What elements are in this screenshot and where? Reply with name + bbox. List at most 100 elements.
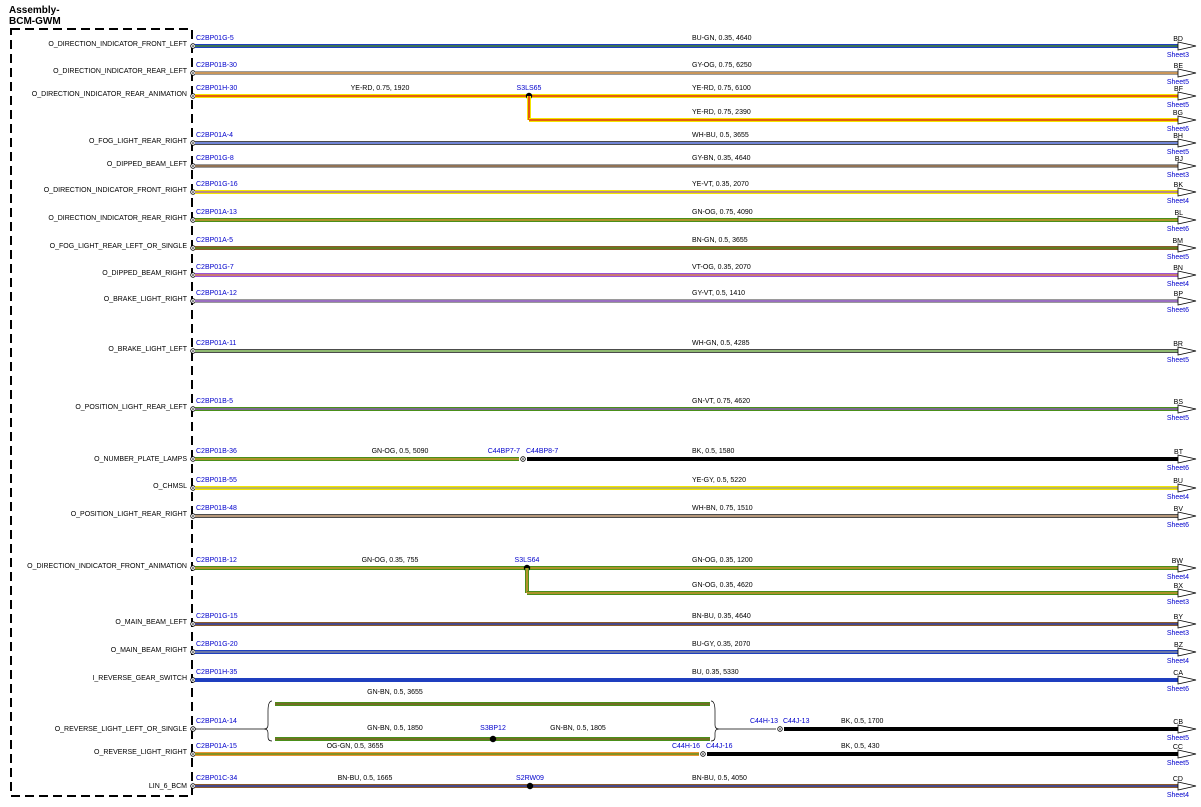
wire-spec: BU, 0.35, 5330 bbox=[692, 669, 739, 676]
sheet-ref: Sheet6 bbox=[1167, 307, 1189, 314]
branch-sheet-ref: Sheet3 bbox=[1167, 599, 1189, 606]
connector-id: BM bbox=[1173, 238, 1184, 245]
pin-label: C2BP01A-15 bbox=[196, 743, 237, 750]
signal-label: O_DIRECTION_INDICATOR_REAR_RIGHT bbox=[48, 215, 187, 222]
sheet-ref: Sheet3 bbox=[1167, 630, 1189, 637]
connector-id: BF bbox=[1174, 86, 1183, 93]
pin-terminal-6-dot bbox=[192, 219, 194, 221]
pin-terminal-16-dot bbox=[192, 623, 194, 625]
wire-spec: YE-GY, 0.5, 5220 bbox=[692, 477, 746, 484]
connector-arrow-5 bbox=[1177, 187, 1197, 197]
pin-terminal-13-dot bbox=[192, 487, 194, 489]
pin-terminal-21-dot bbox=[192, 785, 194, 787]
pin-terminal-8-dot bbox=[192, 274, 194, 276]
pin-terminal-4-dot bbox=[192, 165, 194, 167]
wire-spec: BN-BU, 0.5, 4050 bbox=[692, 775, 747, 782]
signal-label: O_DIRECTION_INDICATOR_REAR_LEFT bbox=[53, 68, 188, 75]
inline-connector-label-b: C44J-13 bbox=[783, 718, 810, 725]
connector-arrow-10 bbox=[1177, 346, 1197, 356]
wire-spec: GY-VT, 0.5, 1410 bbox=[692, 290, 745, 297]
connector-id: CA bbox=[1173, 670, 1183, 677]
wire-spec: GN-VT, 0.75, 4620 bbox=[692, 398, 750, 405]
wire-spec: GN-OG, 0.75, 4090 bbox=[692, 209, 753, 216]
branch-sheet-ref: Sheet6 bbox=[1167, 126, 1189, 133]
connector-id: BJ bbox=[1175, 156, 1183, 163]
connector-arrow-15 bbox=[1177, 563, 1197, 573]
pin-label: C2BP01B-55 bbox=[196, 477, 237, 484]
connector-arrow-6 bbox=[1177, 215, 1197, 225]
pin-label: C2BP01C-34 bbox=[196, 775, 237, 782]
splice-label: S3LS64 bbox=[515, 557, 540, 564]
signal-label: O_REVERSE_LIGHT_RIGHT bbox=[94, 749, 188, 756]
signal-label: O_POSITION_LIGHT_REAR_RIGHT bbox=[71, 511, 188, 518]
connector-id: BD bbox=[1173, 36, 1183, 43]
pin-label: C2BP01A-11 bbox=[196, 340, 236, 347]
wire-spec: WH-BN, 0.75, 1510 bbox=[692, 505, 753, 512]
signal-label: O_BRAKE_LIGHT_LEFT bbox=[108, 346, 187, 353]
signal-label: O_DIRECTION_INDICATOR_FRONT_RIGHT bbox=[44, 187, 188, 194]
connector-id: BV bbox=[1174, 506, 1184, 513]
wire-spec: GN-OG, 0.35, 1200 bbox=[692, 557, 753, 564]
connector-arrow-9 bbox=[1177, 296, 1197, 306]
pin-terminal-1-dot bbox=[192, 72, 194, 74]
pin-terminal-5-dot bbox=[192, 191, 194, 193]
sheet-ref: Sheet4 bbox=[1167, 792, 1189, 799]
sheet-ref: Sheet4 bbox=[1167, 574, 1189, 581]
connector-id: BE bbox=[1174, 63, 1184, 70]
connector-arrow-15b bbox=[1177, 588, 1197, 598]
sheet-ref: Sheet5 bbox=[1167, 735, 1189, 742]
signal-label: O_MAIN_BEAM_RIGHT bbox=[111, 647, 188, 654]
branch-connector-id: BX bbox=[1174, 583, 1184, 590]
pin-label: C2BP01H-35 bbox=[196, 669, 237, 676]
sheet-ref: Sheet5 bbox=[1167, 149, 1189, 156]
pin-terminal-10-dot bbox=[192, 350, 194, 352]
bracket-left bbox=[263, 700, 273, 742]
pin-label: C2BP01B-36 bbox=[196, 448, 237, 455]
pin-label: C2BP01G-5 bbox=[196, 35, 234, 42]
assembly-boundary bbox=[10, 28, 193, 797]
pin-label: C2BP01A-4 bbox=[196, 132, 233, 139]
wire-spec: BK, 0.5, 1580 bbox=[692, 448, 735, 455]
connector-id: BT bbox=[1174, 449, 1184, 456]
pin-terminal-20-dot bbox=[192, 753, 194, 755]
signal-label: O_MAIN_BEAM_LEFT bbox=[115, 619, 187, 626]
signal-label: LIN_6_BCM bbox=[149, 783, 187, 790]
inline-connector-label-a: C44BP7-7 bbox=[488, 448, 520, 455]
wire-spec-left: BN-BU, 0.5, 1665 bbox=[338, 775, 393, 782]
pin-label: C2BP01G-7 bbox=[196, 264, 234, 271]
connector-arrow-16 bbox=[1177, 619, 1197, 629]
connector-arrow-14 bbox=[1177, 511, 1197, 521]
sheet-ref: Sheet6 bbox=[1167, 522, 1189, 529]
pin-terminal-19-dot bbox=[192, 728, 194, 730]
wire-spec-left: GN-OG, 0.5, 5090 bbox=[372, 448, 429, 455]
pin-terminal-9-dot bbox=[192, 300, 194, 302]
sheet-ref: Sheet6 bbox=[1167, 465, 1189, 472]
signal-label: O_BRAKE_LIGHT_RIGHT bbox=[104, 296, 188, 303]
pin-terminal-15-dot bbox=[192, 567, 194, 569]
branch-wire-spec: GN-OG, 0.35, 4620 bbox=[692, 582, 753, 589]
splice-point bbox=[489, 735, 497, 743]
connector-id: BH bbox=[1173, 133, 1183, 140]
connector-arrow-17 bbox=[1177, 647, 1197, 657]
inline-connector-20-dot bbox=[702, 753, 704, 755]
connector-arrow-2 bbox=[1177, 91, 1197, 101]
wire-spec-mid: GN-BN, 0.5, 1850 bbox=[367, 725, 423, 732]
inline-connector-label-a: C44H-16 bbox=[672, 743, 700, 750]
connector-id: BK bbox=[1174, 182, 1184, 189]
pin-label: C2BP01A-5 bbox=[196, 237, 233, 244]
pin-terminal-18-dot bbox=[192, 679, 194, 681]
wire-spec-left: GN-OG, 0.35, 755 bbox=[362, 557, 419, 564]
wire-spec: BN-BU, 0.35, 4640 bbox=[692, 613, 751, 620]
wire-spec: BN-GN, 0.5, 3655 bbox=[692, 237, 748, 244]
pin-terminal-3-dot bbox=[192, 142, 194, 144]
inline-connector-12-dot bbox=[522, 458, 524, 460]
signal-label: O_DIRECTION_INDICATOR_FRONT_ANIMATION bbox=[27, 563, 187, 570]
connector-id: BW bbox=[1172, 558, 1184, 565]
connector-arrow-11 bbox=[1177, 404, 1197, 414]
pin-label: C2BP01A-14 bbox=[196, 718, 237, 725]
connector-id: BP bbox=[1174, 291, 1184, 298]
inline-connector-label-a: C44H-13 bbox=[750, 718, 778, 725]
pin-label: C2BP01G-8 bbox=[196, 155, 234, 162]
pin-label: C2BP01B-30 bbox=[196, 62, 237, 69]
